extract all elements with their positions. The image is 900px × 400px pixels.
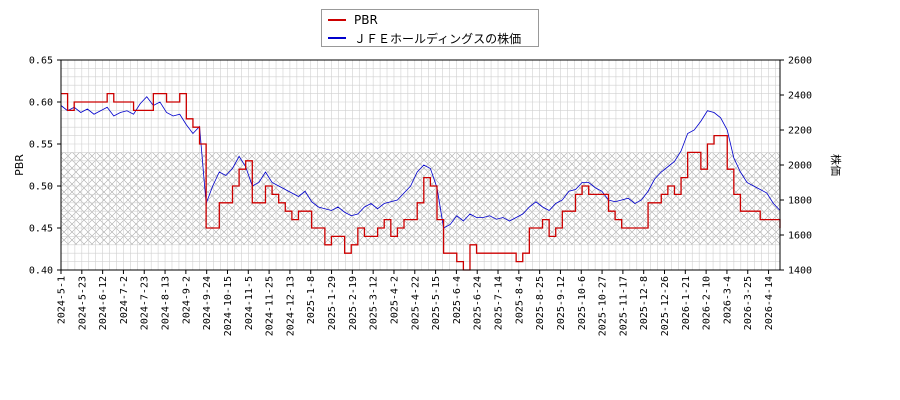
right-tick-label: 2200 (788, 126, 812, 137)
x-tick-label: 2024-11-25 (265, 276, 276, 336)
left-tick-label: 0.45 (29, 224, 53, 235)
right-tick-label: 2600 (788, 56, 812, 67)
x-tick-label: 2026-3-25 (743, 276, 754, 330)
right-axis: 1400 1600 1800 2000 2200 2400 2600 (780, 56, 812, 277)
x-tick-label: 2024-9-24 (202, 276, 213, 330)
x-tick-label: 2024-11-5 (244, 276, 255, 330)
x-tick-label: 2025-9-12 (556, 276, 567, 330)
x-tick-label: 2025-8-4 (514, 276, 525, 324)
x-tick-label: 2025-4-22 (410, 276, 421, 330)
x-tick-label: 2025-2-19 (348, 276, 359, 330)
x-tick-label: 2025-10-6 (577, 276, 588, 330)
legend: PBR ＪＦＥホールディングスの株価 (321, 9, 539, 47)
x-tick-label: 2026-4-14 (764, 276, 775, 330)
legend-swatch-stock-price (328, 37, 346, 39)
x-tick-label: 2024-7-23 (140, 276, 151, 330)
x-tick-label: 2025-12-26 (660, 276, 671, 336)
x-tick-label: 2025-8-25 (535, 276, 546, 330)
left-tick-label: 0.50 (29, 182, 53, 193)
x-tick-label: 2025-1-29 (327, 276, 338, 330)
left-tick-label: 0.55 (29, 140, 53, 151)
x-tick-label: 2024-12-13 (285, 276, 296, 336)
x-tick-label: 2024-9-2 (181, 276, 192, 324)
series-layer (60, 92, 781, 271)
legend-item-stock-price: ＪＦＥホールディングスの株価 (328, 30, 521, 46)
x-tick-label: 2024-7-2 (119, 276, 130, 324)
pbr-range-band (61, 152, 780, 245)
x-tick-label: 2024-8-13 (161, 276, 172, 330)
pbr-series-line (61, 92, 781, 271)
legend-label-stock-price: ＪＦＥホールディングスの株価 (354, 31, 522, 46)
stock-price-series-line (60, 96, 781, 229)
x-tick-label: 2025-6-24 (473, 276, 484, 330)
x-axis: 2024-5-1 2024-5-23 2024-6-12 2024-7-2 2024-7… (57, 270, 775, 336)
legend-item-pbr: PBR (328, 12, 378, 28)
left-axis-title: PBR (13, 154, 26, 176)
left-tick-label: 0.65 (29, 56, 53, 67)
x-tick-label: 2025-3-12 (369, 276, 380, 330)
legend-swatch-pbr (328, 19, 346, 21)
left-tick-label: 0.60 (29, 98, 53, 109)
x-tick-label: 2026-1-21 (681, 276, 692, 330)
right-tick-label: 1800 (788, 196, 812, 207)
right-tick-label: 1400 (788, 266, 812, 277)
x-tick-label: 2025-12-8 (639, 276, 650, 330)
x-tick-label: 2025-4-2 (389, 276, 400, 324)
x-tick-label: 2025-6-4 (452, 276, 463, 324)
x-tick-label: 2025-5-15 (431, 276, 442, 330)
x-tick-label: 2025-11-17 (618, 276, 629, 336)
x-tick-label: 2026-3-4 (722, 276, 733, 324)
x-tick-label: 2024-6-12 (98, 276, 109, 330)
x-tick-label: 2024-10-15 (223, 276, 234, 336)
x-tick-label: 2025-10-27 (598, 276, 609, 336)
right-axis-title: 株価 (829, 154, 843, 176)
left-axis: 0.40 0.45 0.50 0.55 0.60 0.65 (29, 56, 61, 277)
right-tick-label: 1600 (788, 231, 812, 242)
legend-label-pbr: PBR (354, 13, 378, 27)
left-tick-label: 0.40 (29, 266, 53, 277)
x-tick-label: 2026-2-10 (702, 276, 713, 330)
right-tick-label: 2400 (788, 91, 812, 102)
x-tick-label: 2025-7-14 (494, 276, 505, 330)
x-tick-label: 2024-5-23 (77, 276, 88, 330)
x-tick-label: 2025-1-8 (306, 276, 317, 324)
x-tick-label: 2024-5-1 (57, 276, 68, 324)
right-tick-label: 2000 (788, 161, 812, 172)
